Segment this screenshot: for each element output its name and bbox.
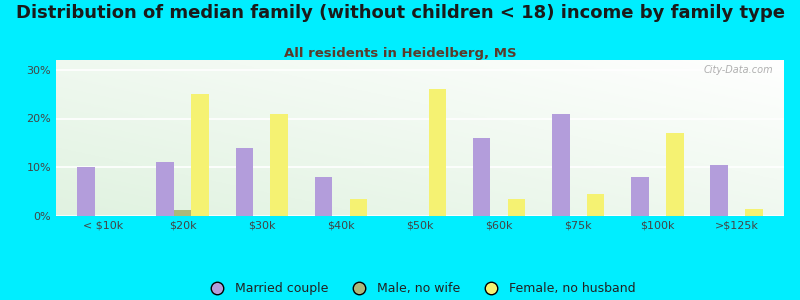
Bar [429, 89, 446, 216]
Text: All residents in Heidelberg, MS: All residents in Heidelberg, MS [284, 46, 516, 59]
Legend: Married couple, Male, no wife, Female, no husband: Married couple, Male, no wife, Female, n… [200, 277, 640, 300]
Bar [191, 94, 209, 216]
Bar [508, 199, 526, 216]
Bar [552, 114, 570, 216]
Bar [746, 209, 762, 216]
Bar [631, 177, 649, 216]
Bar [710, 165, 728, 216]
Text: Distribution of median family (without children < 18) income by family type: Distribution of median family (without c… [15, 4, 785, 22]
Bar [587, 194, 604, 216]
Bar [78, 167, 94, 216]
Bar [270, 114, 288, 216]
Bar [157, 162, 174, 216]
Bar [350, 199, 367, 216]
Text: City-Data.com: City-Data.com [703, 65, 773, 75]
Bar [314, 177, 332, 216]
Bar [473, 138, 490, 216]
Bar [236, 148, 253, 216]
Bar [666, 133, 683, 216]
Bar [174, 210, 191, 216]
